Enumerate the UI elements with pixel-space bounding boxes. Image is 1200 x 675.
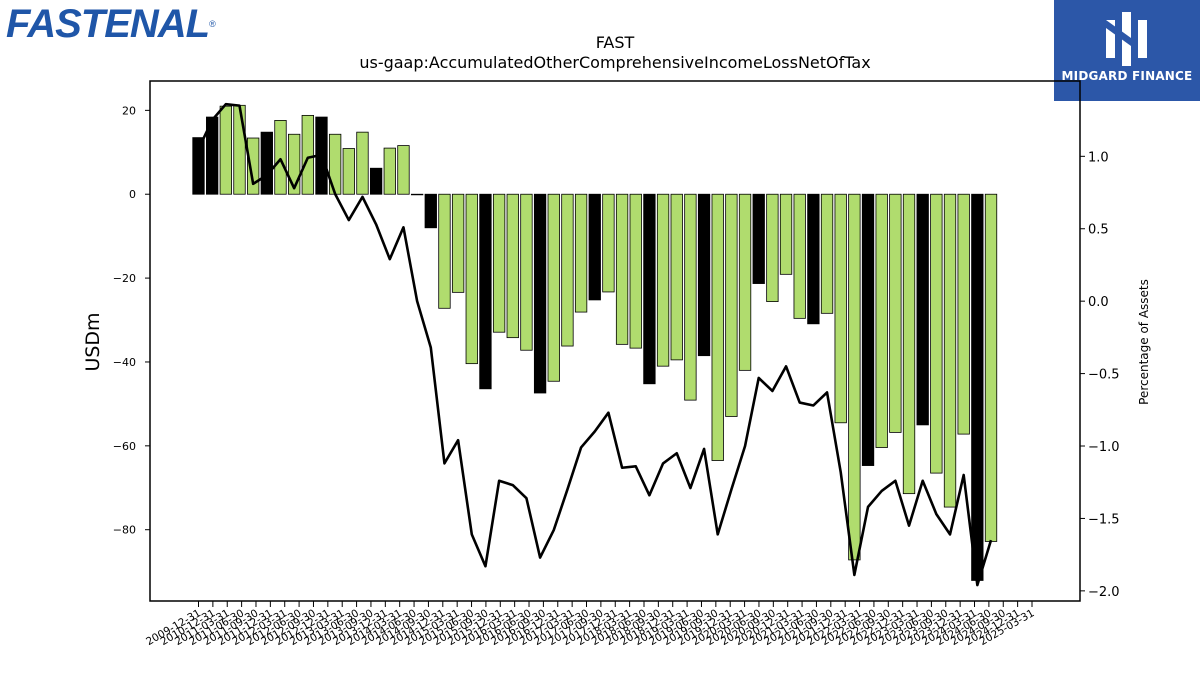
bar-annual bbox=[424, 193, 437, 229]
bar-quarter bbox=[902, 193, 916, 495]
y-tick-label: 0 bbox=[129, 188, 136, 201]
bar-quarter bbox=[930, 193, 943, 474]
bar-quarter bbox=[247, 137, 260, 195]
bar-quarter bbox=[451, 193, 465, 293]
bars-group bbox=[192, 104, 998, 581]
y-tick-label: −60 bbox=[113, 440, 136, 453]
registered-mark: ® bbox=[209, 19, 216, 29]
bar-quarter bbox=[506, 193, 519, 339]
bar-quarter bbox=[397, 145, 410, 195]
bar-quarter bbox=[848, 193, 861, 561]
bar-annual bbox=[861, 193, 875, 466]
bar-annual bbox=[369, 167, 383, 195]
y2-tick-label: −2.0 bbox=[1088, 585, 1120, 600]
midgard-logo-text: MIDGARD FINANCE bbox=[1061, 69, 1193, 83]
bar-annual bbox=[533, 193, 547, 394]
bar-quarter bbox=[233, 104, 246, 195]
bar-quarter bbox=[520, 193, 533, 351]
y-tick-label: −40 bbox=[113, 356, 136, 369]
bar-quarter bbox=[629, 193, 642, 349]
bar-quarter bbox=[574, 193, 588, 313]
bar-annual bbox=[260, 131, 273, 195]
bar-annual bbox=[916, 193, 929, 426]
bar-quarter bbox=[465, 193, 478, 365]
bar-quarter bbox=[561, 193, 574, 347]
bar-quarter bbox=[492, 193, 506, 333]
y2-tick-label: 0.0 bbox=[1088, 295, 1109, 310]
bar-quarter bbox=[438, 193, 451, 309]
bar-annual bbox=[192, 137, 205, 195]
bar-quarter bbox=[725, 193, 738, 417]
midgard-finance-logo: MIDGARD FINANCE bbox=[1054, 0, 1200, 101]
bar-quarter bbox=[875, 193, 888, 448]
bar-annual bbox=[807, 193, 820, 325]
bar-quarter bbox=[274, 120, 287, 195]
bar-annual bbox=[697, 193, 711, 357]
bar-quarter bbox=[793, 193, 806, 319]
x-axis: 2009-12-312010-12-312011-03-312011-06-30… bbox=[144, 601, 1037, 648]
line-group bbox=[197, 102, 993, 587]
bar-quarter bbox=[820, 193, 834, 314]
chart-subtitle: us-gaap:AccumulatedOtherComprehensiveInc… bbox=[359, 53, 870, 72]
y2-tick-label: −1.0 bbox=[1088, 440, 1120, 455]
bar-quarter bbox=[287, 133, 301, 195]
bar-annual bbox=[643, 193, 656, 385]
y2-axis: 1.0 0.5 0.0 −0.5 −1.0 −1.5 −2.0 bbox=[1080, 150, 1120, 600]
bar-annual bbox=[971, 193, 984, 581]
y2-tick-label: −1.5 bbox=[1088, 512, 1120, 527]
chart-title: FAST bbox=[596, 33, 635, 52]
bar-quarter bbox=[711, 193, 724, 461]
bar-quarter bbox=[766, 193, 779, 302]
bar-quarter bbox=[943, 193, 957, 508]
plot-frame bbox=[149, 80, 1081, 602]
bar-quarter bbox=[219, 105, 232, 195]
y-axis: 20 0 −20 −40 −60 −80 bbox=[113, 104, 150, 537]
bar-quarter bbox=[779, 193, 793, 275]
bar-quarter bbox=[957, 193, 970, 435]
bar-quarter bbox=[670, 193, 683, 361]
pct-of-assets-line bbox=[197, 102, 993, 587]
bar-quarter bbox=[834, 193, 847, 424]
bar-annual bbox=[206, 116, 219, 195]
bar-quarter bbox=[656, 193, 670, 367]
fastenal-logo: FASTENAL® bbox=[6, 2, 216, 46]
bar-annual bbox=[752, 193, 765, 284]
y-tick-label: 20 bbox=[122, 104, 136, 117]
y-tick-label: −20 bbox=[113, 272, 136, 285]
fastenal-logo-text: FASTENAL bbox=[6, 2, 210, 46]
y2-tick-label: −0.5 bbox=[1088, 368, 1120, 383]
bar-quarter bbox=[615, 193, 629, 345]
bar-annual bbox=[479, 193, 492, 390]
bar-annual bbox=[588, 193, 601, 301]
bar-quarter bbox=[356, 131, 369, 195]
bar-quarter bbox=[547, 193, 560, 382]
bar-quarter bbox=[301, 114, 314, 195]
bar-quarter bbox=[889, 193, 902, 433]
bar-quarter bbox=[342, 148, 355, 195]
midgard-logo-icon bbox=[1106, 12, 1147, 66]
y-tick-label: −80 bbox=[113, 524, 136, 537]
bar-quarter bbox=[684, 193, 697, 401]
y2-tick-label: 0.5 bbox=[1088, 223, 1109, 238]
bar-quarter bbox=[984, 193, 998, 542]
bar-quarter bbox=[410, 193, 424, 196]
bar-quarter bbox=[738, 193, 752, 371]
y2-tick-label: 1.0 bbox=[1088, 150, 1109, 165]
y-axis-label: USDm bbox=[82, 312, 104, 371]
bar-quarter bbox=[602, 193, 615, 293]
bar-quarter bbox=[383, 147, 396, 195]
y2-axis-label: Percentage of Assets bbox=[1137, 279, 1151, 405]
